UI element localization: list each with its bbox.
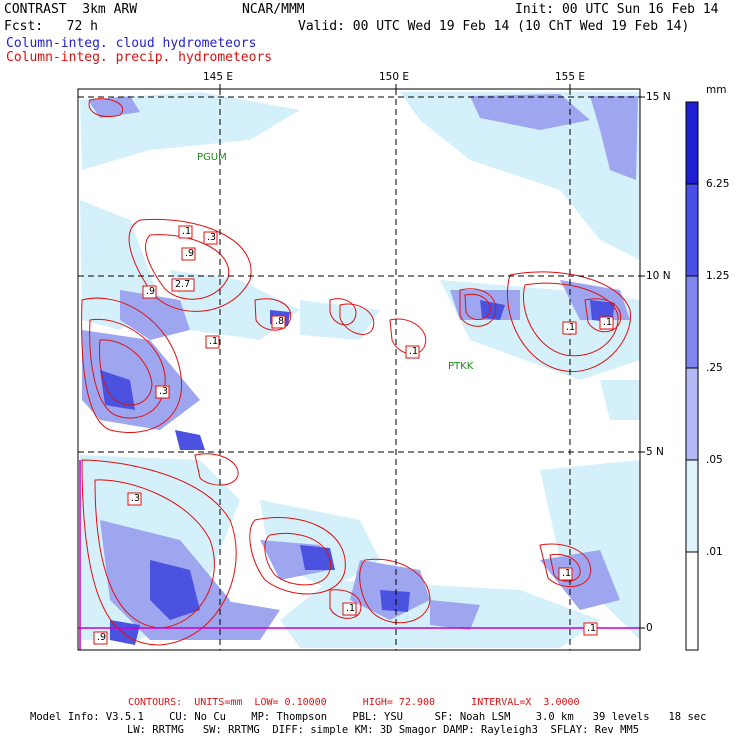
- station-pgum: PGUM: [197, 152, 227, 163]
- colorbar-level: .01: [706, 546, 723, 558]
- contour-label: .1: [209, 336, 219, 347]
- colorbar-unit: mm: [706, 84, 727, 96]
- contour-label: .8: [275, 316, 285, 327]
- colorbar: [685, 101, 699, 651]
- colorbar-level: .05: [706, 454, 723, 466]
- lon-label-155: 155 E: [555, 71, 586, 83]
- precip-contours: [81, 98, 631, 646]
- contour-label: .9: [97, 632, 107, 643]
- contour-label: 2.7: [175, 279, 191, 290]
- contour-label: .3: [159, 386, 169, 397]
- contour-label: .9: [146, 286, 156, 297]
- contour-label: .1: [566, 322, 576, 333]
- station-ptkk: PTKK: [448, 361, 474, 372]
- contour-label: .1: [409, 346, 419, 357]
- model-title: CONTRAST 3km ARW: [4, 2, 138, 17]
- contour-label: .1: [603, 317, 613, 328]
- lat-label-15n: 15 N: [646, 91, 671, 103]
- colorbar-level: 1.25: [706, 270, 730, 282]
- cloud-fields: [80, 92, 640, 648]
- init-time: Init: 00 UTC Sun 16 Feb 14: [515, 2, 719, 17]
- contour-label: .3: [131, 493, 141, 504]
- precip-legend: Column-integ. precip. hydrometeors: [6, 50, 273, 65]
- contour-label: .9: [185, 248, 195, 259]
- contour-label: .1: [182, 226, 192, 237]
- contour-label: .1: [587, 623, 597, 634]
- map-frame: [77, 88, 641, 651]
- contour-label: .1: [346, 603, 356, 614]
- contour-info: CONTOURS: UNITS=mm LOW= 0.10000 HIGH= 72…: [128, 697, 580, 708]
- lat-label-0: 0: [646, 622, 653, 634]
- forecast-hour: Fcst: 72 h: [4, 19, 98, 34]
- lat-label-10n: 10 N: [646, 270, 671, 282]
- graticule: [78, 89, 640, 650]
- valid-time: Valid: 00 UTC Wed 19 Feb 14 (10 ChT Wed …: [298, 19, 690, 34]
- cloud-legend: Column-integ. cloud hydrometeors: [6, 36, 257, 51]
- lat-label-5n: 5 N: [646, 446, 664, 458]
- model-info-line1: Model Info: V3.5.1 CU: No Cu MP: Thompso…: [30, 711, 707, 723]
- org-label: NCAR/MMM: [242, 2, 305, 17]
- colorbar-level: .25: [706, 362, 723, 374]
- model-info-line2: LW: RRTMG SW: RRTMG DIFF: simple KM: 3D …: [127, 724, 640, 736]
- contour-label-boxes: [93, 225, 614, 645]
- colorbar-level: 6.25: [706, 178, 730, 190]
- contour-label: .1: [562, 568, 572, 579]
- lon-label-150: 150 E: [379, 71, 410, 83]
- lon-label-145: 145 E: [203, 71, 234, 83]
- contour-label: .3: [207, 232, 217, 243]
